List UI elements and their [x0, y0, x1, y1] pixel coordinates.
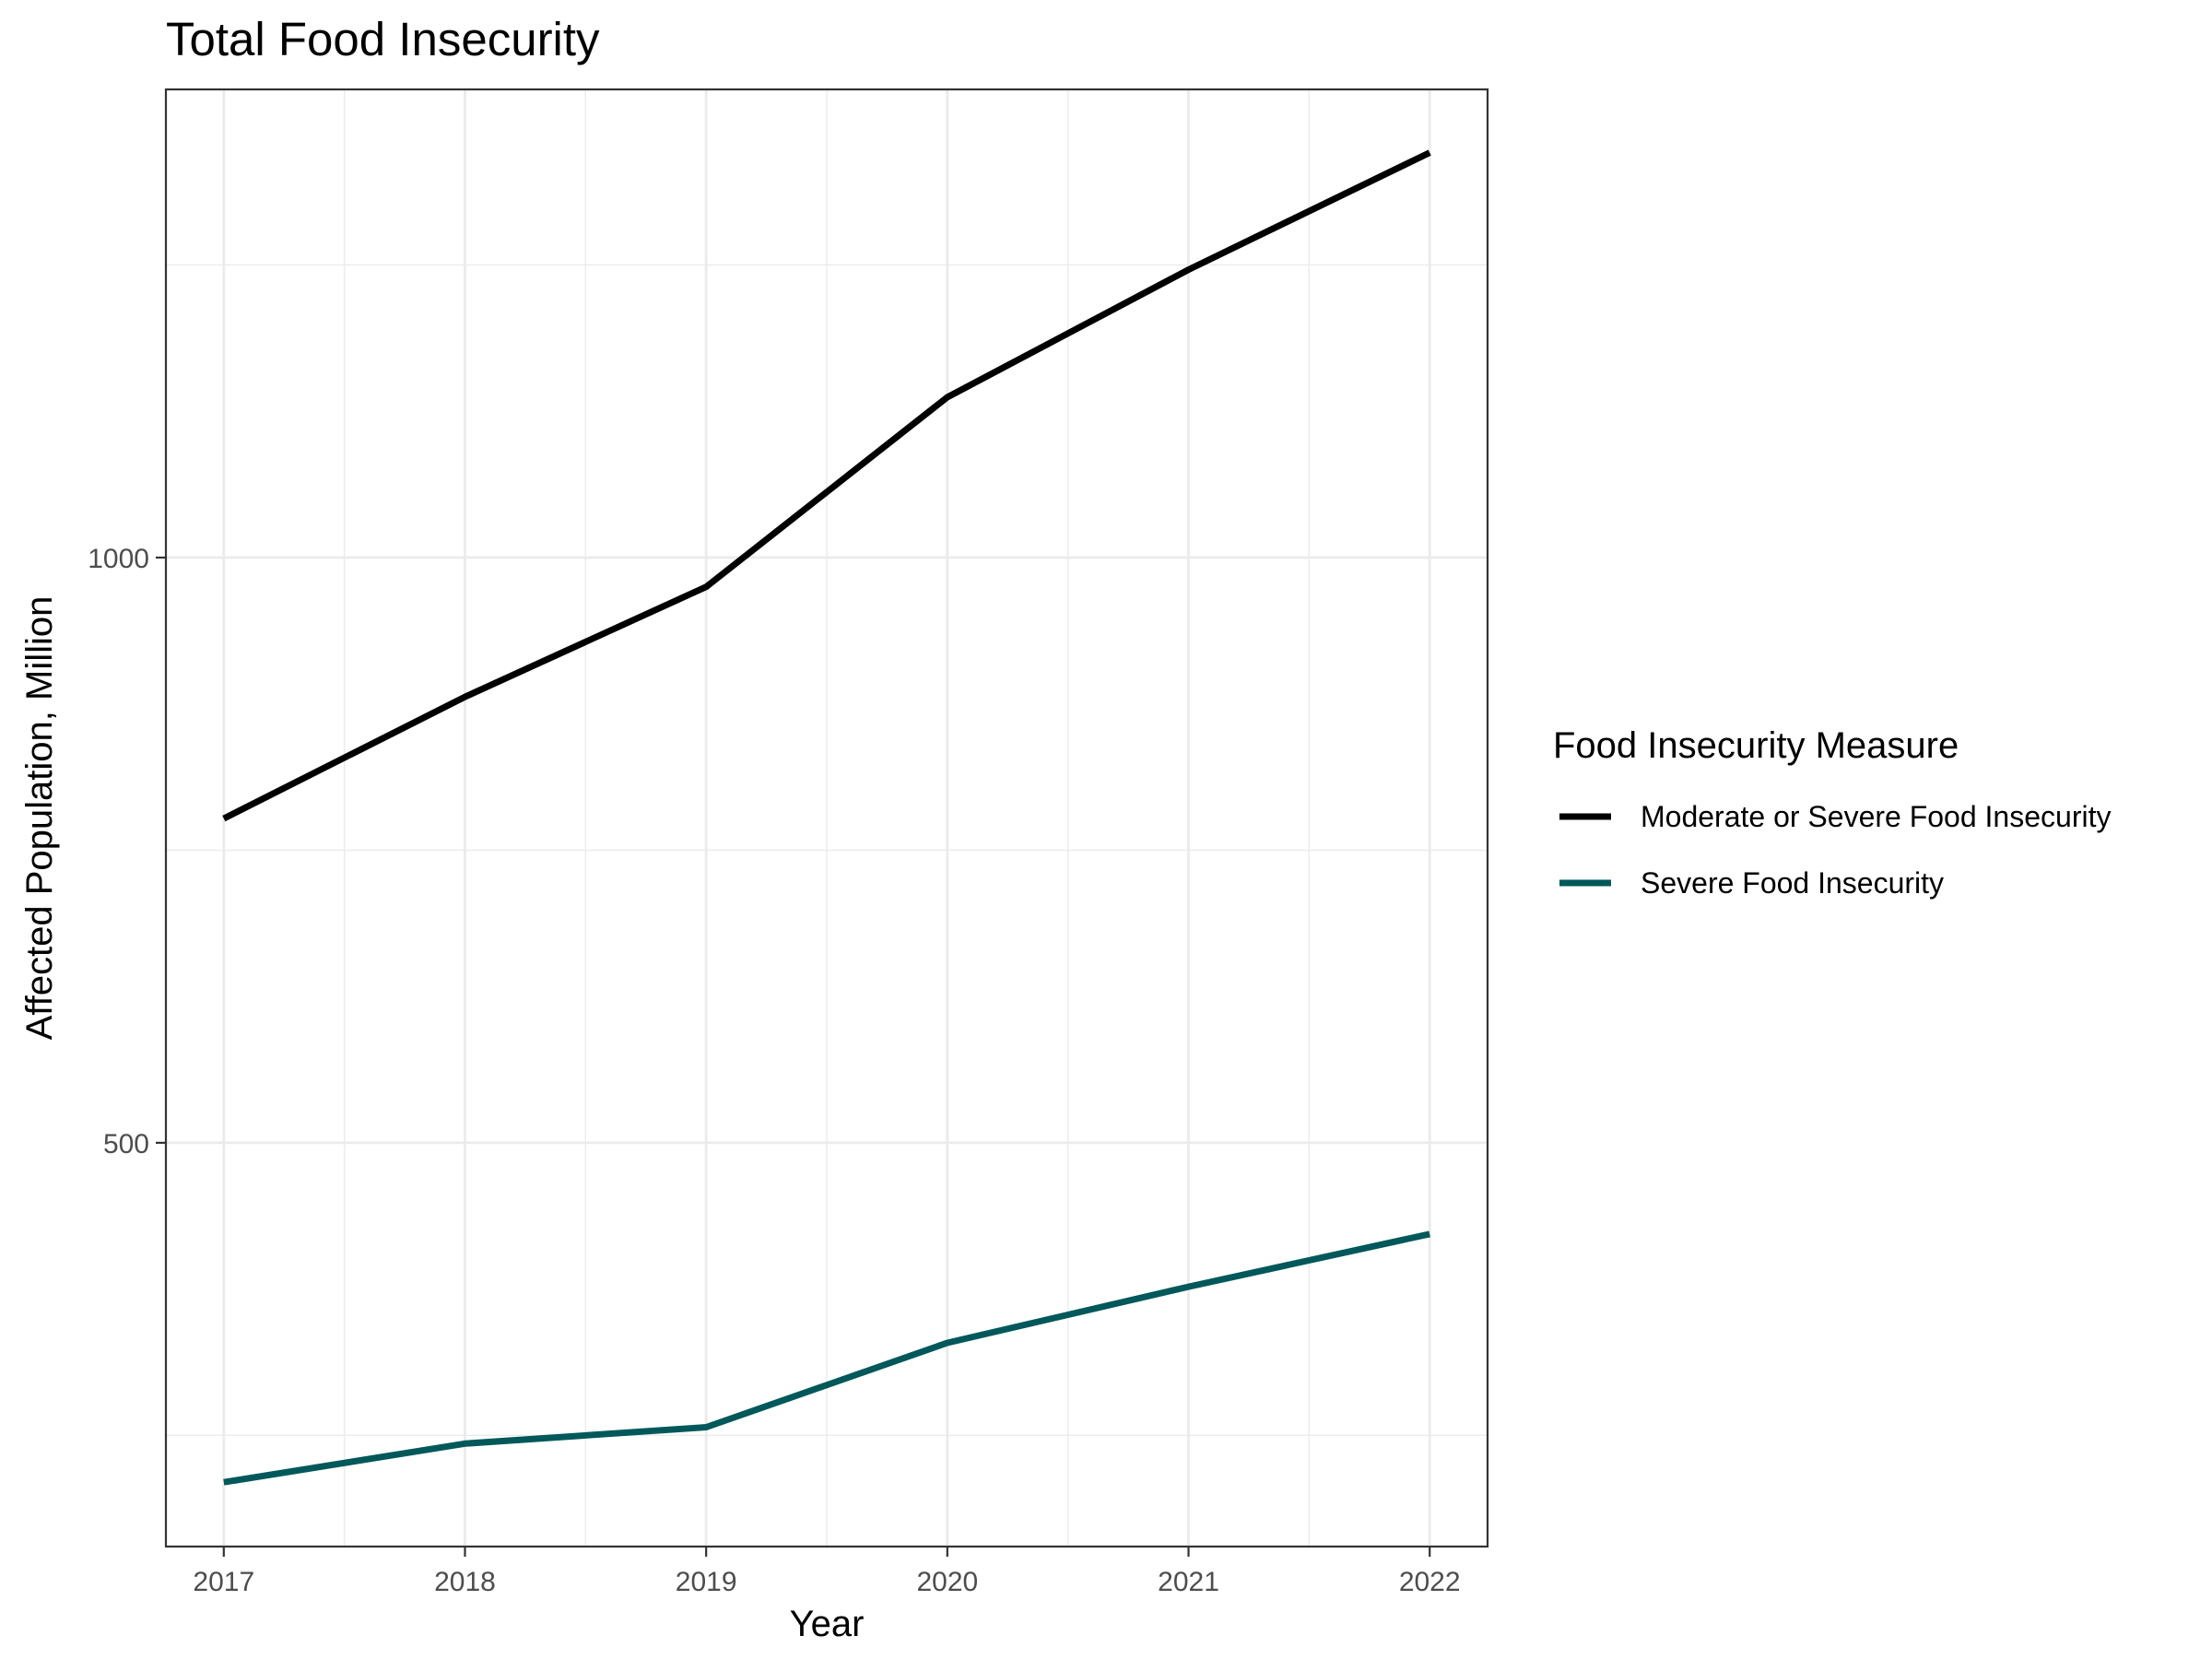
x-tick-label: 2020	[916, 1567, 978, 1597]
legend-label-2: Severe Food Insecurity	[1641, 866, 1944, 900]
series-line-1	[222, 149, 1431, 822]
gridlines	[166, 89, 1488, 1547]
legend-title: Food Insecurity Measure	[1553, 725, 1959, 766]
axes: 2017 2018 2019 2020 2021 2022 500 1000	[88, 544, 1460, 1597]
y-tick-label: 500	[103, 1129, 149, 1159]
legend-items: Moderate or Severe Food Insecurity Severe…	[1559, 800, 2111, 900]
x-tick-label: 2022	[1399, 1567, 1461, 1597]
y-tick-label: 1000	[88, 544, 149, 574]
x-tick-label: 2021	[1158, 1567, 1219, 1597]
legend-label-1: Moderate or Severe Food Insecurity	[1641, 800, 2111, 833]
chart-title: Total Food Insecurity	[166, 13, 600, 65]
series-line-2	[223, 1230, 1430, 1486]
legend: Food Insecurity Measure Moderate or Seve…	[1553, 725, 2111, 900]
x-tick-label: 2017	[193, 1567, 254, 1597]
plot-panel-border	[164, 88, 1489, 1548]
y-axis-title: Affected Population, Million	[19, 596, 60, 1041]
x-tick-label: 2018	[434, 1567, 496, 1597]
x-tick-label: 2019	[676, 1567, 737, 1597]
x-axis-title: Year	[790, 1604, 865, 1644]
series-lines	[222, 149, 1431, 1486]
